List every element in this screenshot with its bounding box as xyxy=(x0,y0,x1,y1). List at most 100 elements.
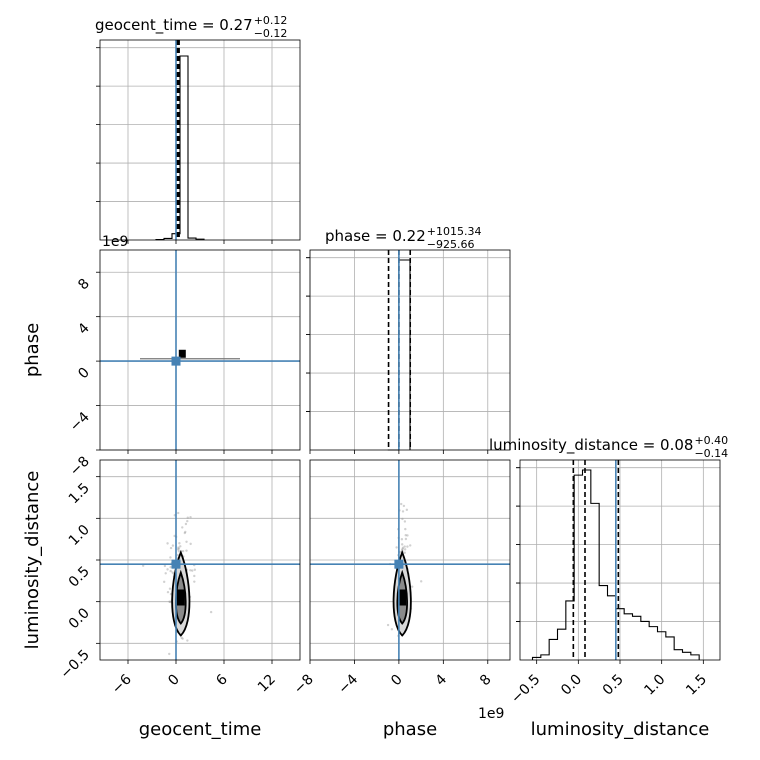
x-tick-label-phase: −8 xyxy=(291,672,317,698)
scatter-point xyxy=(183,531,187,535)
scatter-point xyxy=(406,545,409,548)
scatter-point xyxy=(177,546,180,549)
x-axis-label-luminosity-distance: luminosity_distance xyxy=(531,719,710,740)
scatter-point xyxy=(181,637,184,640)
y-tick-label-phase: −4 xyxy=(67,409,93,435)
density-peak xyxy=(178,349,186,358)
scatter-point xyxy=(401,510,405,513)
scatter-point xyxy=(168,587,172,590)
x-tick-label-geocent_time: −6 xyxy=(109,671,135,697)
title-minus-phase: −925.66 xyxy=(427,238,475,251)
x-tick-label-luminosity_distance: 1.0 xyxy=(641,672,668,699)
scatter-point xyxy=(189,515,192,519)
scatter-point xyxy=(403,551,406,554)
x-tick-label-luminosity_distance: 0.0 xyxy=(558,672,585,699)
scatter-point xyxy=(176,553,180,557)
scatter-point xyxy=(177,547,181,550)
scatter-point xyxy=(176,548,180,551)
scatter-point xyxy=(178,542,181,545)
scatter-point xyxy=(400,538,404,541)
scatter-point xyxy=(400,502,403,506)
scatter-point xyxy=(420,580,423,583)
x-tick-label-luminosity_distance: 0.5 xyxy=(600,672,627,699)
y-tick-label-phase: 4 xyxy=(75,320,93,338)
scatter-point xyxy=(402,504,406,508)
scatter-point xyxy=(404,533,407,537)
scatter-point xyxy=(399,551,402,554)
scatter-point xyxy=(180,636,183,639)
scatter-point xyxy=(185,549,188,552)
scatter-point xyxy=(400,543,404,546)
scatter-point xyxy=(177,511,180,515)
scatter-point xyxy=(191,569,194,572)
scatter-point xyxy=(171,571,174,574)
scatter-point xyxy=(390,628,394,631)
scatter-point xyxy=(403,545,406,548)
scatter-point xyxy=(169,546,173,550)
title-plus-phase: +1015.34 xyxy=(427,225,482,238)
scatter-point xyxy=(401,517,404,521)
title-luminosity_distance: luminosity_distance = 0.08 xyxy=(489,436,693,455)
title-minus-geocent_time: −0.12 xyxy=(254,27,288,40)
y-axis-label-luminosity-distance: luminosity_distance xyxy=(22,471,43,650)
panels xyxy=(96,39,721,664)
y-tick-label-phase: −8 xyxy=(67,454,93,480)
y-tick-label-luminosity_distance: 1.5 xyxy=(66,480,93,507)
y-tick-label-luminosity_distance: −0.5 xyxy=(57,647,92,682)
scatter-point xyxy=(186,516,189,519)
y-tick-label-luminosity_distance: 0.0 xyxy=(66,605,93,632)
scatter-point xyxy=(404,527,407,531)
scatter-point xyxy=(406,534,409,537)
scatter-point xyxy=(185,540,188,544)
title-minus-luminosity_distance: −0.14 xyxy=(694,447,728,460)
scatter-point xyxy=(386,623,390,627)
scatter-point xyxy=(186,519,189,523)
scatter-point xyxy=(189,569,192,572)
panel-phase-vs-luminosity_distance xyxy=(309,459,511,661)
scatter-point xyxy=(179,545,182,548)
truth-marker xyxy=(171,356,181,366)
x-tick-label-phase: 0 xyxy=(388,672,406,690)
title-geocent_time: geocent_time = 0.27 xyxy=(95,16,253,35)
scatter-point xyxy=(163,564,167,568)
x-axis-label-geocent-time: geocent_time xyxy=(139,719,262,740)
x-axis-label-phase: phase xyxy=(383,719,437,740)
y-tick-label-phase: 0 xyxy=(75,365,93,383)
scatter-point xyxy=(169,600,172,604)
scatter-point xyxy=(184,530,187,534)
scatter-point xyxy=(181,549,185,553)
histogram-geocent_time xyxy=(155,55,205,241)
truth-marker xyxy=(171,559,181,569)
density-peak xyxy=(176,589,185,606)
scatter-point xyxy=(141,564,145,567)
scatter-point xyxy=(395,546,398,549)
scatter-point xyxy=(168,600,171,603)
scatter-point xyxy=(166,590,170,594)
scatter-point xyxy=(177,550,181,553)
y-offset-text-phase: 1e9 xyxy=(102,234,128,250)
scatter-point xyxy=(186,639,189,642)
x-tick-label-geocent_time: 0 xyxy=(165,672,183,690)
scatter-point xyxy=(162,580,166,584)
y-axis-label-phase: phase xyxy=(22,323,43,377)
x-tick-label-luminosity_distance: −0.5 xyxy=(508,672,543,707)
scatter-point xyxy=(184,522,188,526)
y-tick-label-phase: 8 xyxy=(75,276,93,294)
scatter-point xyxy=(193,574,196,578)
scatter-point xyxy=(169,556,172,559)
scatter-point xyxy=(401,547,404,551)
x-tick-label-phase: −4 xyxy=(335,671,361,697)
density-peak xyxy=(398,589,407,606)
panel-geocent_time-vs-phase xyxy=(99,249,301,451)
scatter-point xyxy=(404,537,408,541)
x-tick-label-geocent_time: 6 xyxy=(213,671,231,689)
scatter-point xyxy=(409,544,412,547)
panel-hist-phase xyxy=(309,249,511,451)
scatter-point xyxy=(193,580,196,583)
scatter-point xyxy=(401,546,405,550)
scatter-point xyxy=(403,520,407,523)
title-plus-geocent_time: +0.12 xyxy=(254,14,288,27)
scatter-point xyxy=(410,585,414,588)
truth-marker xyxy=(394,559,404,569)
